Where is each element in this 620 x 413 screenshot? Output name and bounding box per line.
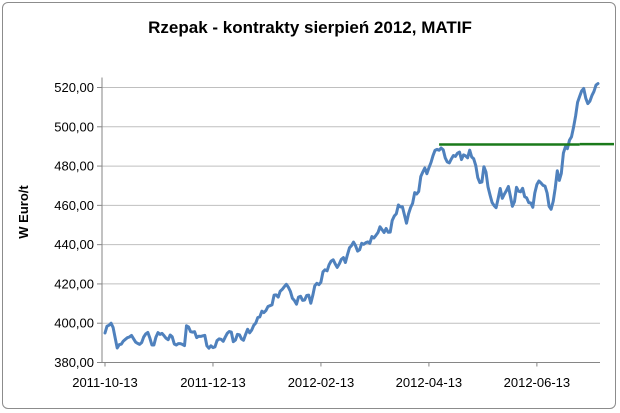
y-tick-label: 380,00 bbox=[54, 355, 94, 370]
y-axis-label: W Euro/t bbox=[16, 185, 31, 239]
x-tick-label: 2012-06-13 bbox=[504, 375, 571, 390]
y-tick-label: 420,00 bbox=[54, 276, 94, 291]
y-tick-label: 520,00 bbox=[54, 80, 94, 95]
series-line bbox=[103, 82, 600, 350]
y-tick-label: 440,00 bbox=[54, 237, 94, 252]
y-tick-label: 460,00 bbox=[54, 198, 94, 213]
y-tick-labels: 380,00 400,00 420,00 440,00 460,00 480,00 500,… bbox=[54, 80, 94, 370]
x-tick-label: 2012-04-13 bbox=[396, 375, 463, 390]
chart-title: Rzepak - kontrakty sierpień 2012, MATIF bbox=[148, 18, 472, 37]
x-tick-label: 2011-12-13 bbox=[180, 375, 246, 390]
y-tick-label: 480,00 bbox=[54, 159, 94, 174]
y-tick-label: 400,00 bbox=[54, 316, 94, 331]
gridlines bbox=[102, 87, 600, 324]
x-tick-label: 2012-02-13 bbox=[288, 375, 355, 390]
axes bbox=[97, 77, 600, 367]
series-layer bbox=[103, 82, 614, 350]
y-tick-label: 500,00 bbox=[54, 119, 94, 134]
x-tick-label: 2011-10-13 bbox=[72, 375, 138, 390]
x-tick-labels: 2011-10-13 2011-12-13 2012-02-13 2012-04-13… bbox=[72, 375, 570, 390]
